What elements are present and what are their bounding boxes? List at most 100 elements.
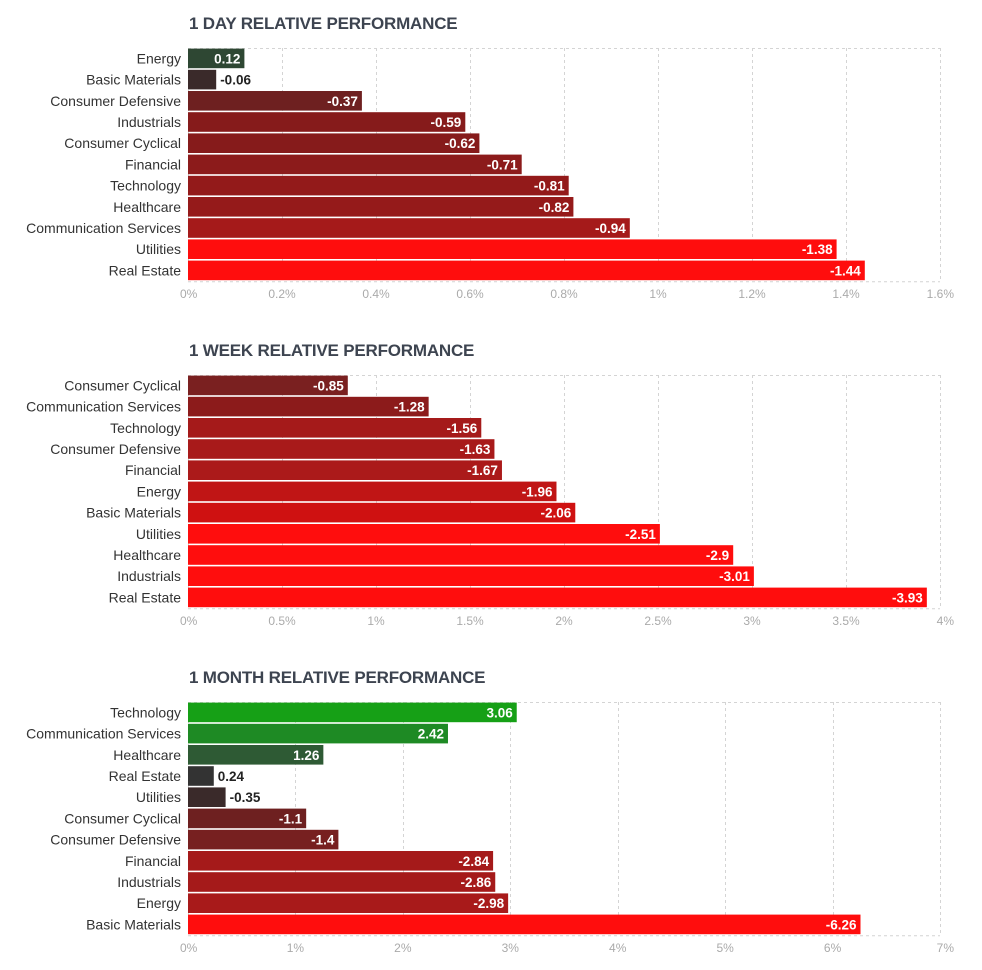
category-label: Basic Materials (86, 72, 181, 88)
category-label: Healthcare (113, 199, 181, 215)
category-label: Basic Materials (86, 916, 181, 932)
bar (188, 566, 754, 586)
category-label: Communication Services (26, 399, 181, 415)
chart-title: 1 DAY RELATIVE PERFORMANCE (189, 14, 458, 33)
value-label: -2.9 (706, 548, 729, 563)
x-tick-label: 1.4% (832, 287, 860, 301)
category-label: Financial (125, 462, 181, 478)
x-tick-label: 0.6% (456, 287, 484, 301)
x-tick-label: 5% (716, 941, 734, 955)
bar (188, 69, 217, 90)
x-tick-label: 0.4% (362, 287, 390, 301)
x-tick-label: 1% (649, 287, 667, 301)
value-label: 0.24 (218, 769, 245, 784)
bar (188, 260, 865, 281)
category-label: Utilities (136, 789, 181, 805)
x-tick-label: 2.5% (644, 614, 672, 628)
bar (188, 133, 480, 153)
x-tick-label: 0% (180, 614, 198, 628)
bar-chart-1-week: Consumer Cyclical -0.85 Communication Serv… (26, 375, 955, 628)
x-tick-label: 3% (502, 941, 520, 955)
x-tick-label: 6% (824, 941, 842, 955)
bar (188, 375, 348, 396)
category-label: Basic Materials (86, 505, 181, 521)
category-label: Utilities (136, 526, 181, 542)
chart-title: 1 WEEK RELATIVE PERFORMANCE (189, 341, 475, 360)
value-label: -2.86 (460, 875, 491, 890)
x-tick-label: 4% (937, 614, 955, 628)
category-label: Technology (110, 704, 181, 720)
value-label: -0.37 (327, 94, 358, 109)
x-tick-label: 3.5% (832, 614, 860, 628)
bar (188, 154, 522, 175)
bar (188, 851, 494, 871)
category-label: Communication Services (26, 220, 181, 236)
x-tick-label: 1.2% (738, 287, 766, 301)
category-label: Real Estate (109, 768, 182, 784)
bar (188, 587, 927, 608)
category-label: Real Estate (109, 262, 182, 278)
x-tick-label: 2% (555, 614, 573, 628)
category-label: Industrials (117, 114, 181, 130)
bar (188, 787, 226, 807)
value-label: -1.96 (522, 484, 553, 499)
bar (188, 91, 362, 111)
value-label: -0.81 (534, 179, 565, 194)
value-label: -6.26 (826, 917, 857, 932)
value-label: -0.71 (487, 157, 518, 172)
x-tick-label: 0.2% (268, 287, 296, 301)
bar (188, 112, 466, 132)
chart-panel-1-month: 1 MONTH RELATIVE PERFORMANCE Technology 3… (0, 654, 982, 964)
category-label: Financial (125, 156, 181, 172)
x-tick-label: 1% (367, 614, 385, 628)
chart-panel-1-day: 1 DAY RELATIVE PERFORMANCE Energy 0.12 Bas… (0, 0, 982, 310)
category-label: Consumer Cyclical (64, 810, 181, 826)
bar (188, 481, 557, 502)
x-tick-label: 7% (937, 941, 955, 955)
category-label: Energy (137, 895, 181, 911)
category-label: Healthcare (113, 747, 181, 763)
value-label: -2.06 (540, 506, 571, 521)
bar (188, 460, 502, 480)
value-label: -0.94 (595, 221, 626, 236)
bar (188, 48, 245, 69)
category-label: Industrials (117, 568, 181, 584)
bar (188, 502, 576, 523)
bar (188, 872, 496, 892)
value-label: -1.1 (279, 811, 303, 826)
x-tick-label: 1.6% (927, 287, 955, 301)
value-label: -1.44 (830, 263, 861, 278)
bar (188, 239, 837, 259)
value-label: -1.67 (467, 463, 498, 478)
bar (188, 702, 517, 723)
bar (188, 218, 630, 238)
chart-panel-1-week: 1 WEEK RELATIVE PERFORMANCE Consumer Cyc… (0, 327, 982, 637)
value-label: -1.4 (311, 833, 335, 848)
category-label: Consumer Defensive (50, 832, 181, 848)
x-tick-label: 1.5% (456, 614, 484, 628)
bar (188, 439, 495, 459)
value-label: -1.56 (446, 421, 477, 436)
x-tick-label: 0.5% (268, 614, 296, 628)
bar (188, 893, 509, 913)
category-label: Consumer Defensive (50, 441, 181, 457)
bar (188, 829, 339, 850)
value-label: -3.93 (892, 590, 923, 605)
value-label: -2.84 (458, 854, 489, 869)
category-label: Healthcare (113, 547, 181, 563)
bar (188, 175, 569, 196)
category-label: Technology (110, 178, 181, 194)
value-label: -1.63 (460, 442, 491, 457)
value-label: 0.12 (214, 51, 240, 66)
bar (188, 808, 307, 829)
x-tick-label: 0% (180, 287, 198, 301)
bar (188, 418, 482, 438)
x-tick-label: 2% (394, 941, 412, 955)
x-tick-label: 1% (287, 941, 305, 955)
x-tick-label: 4% (609, 941, 627, 955)
value-label: -2.98 (473, 896, 504, 911)
bar (188, 914, 861, 935)
value-label: -0.82 (539, 200, 570, 215)
value-label: -0.06 (220, 73, 251, 88)
bar (188, 745, 324, 765)
